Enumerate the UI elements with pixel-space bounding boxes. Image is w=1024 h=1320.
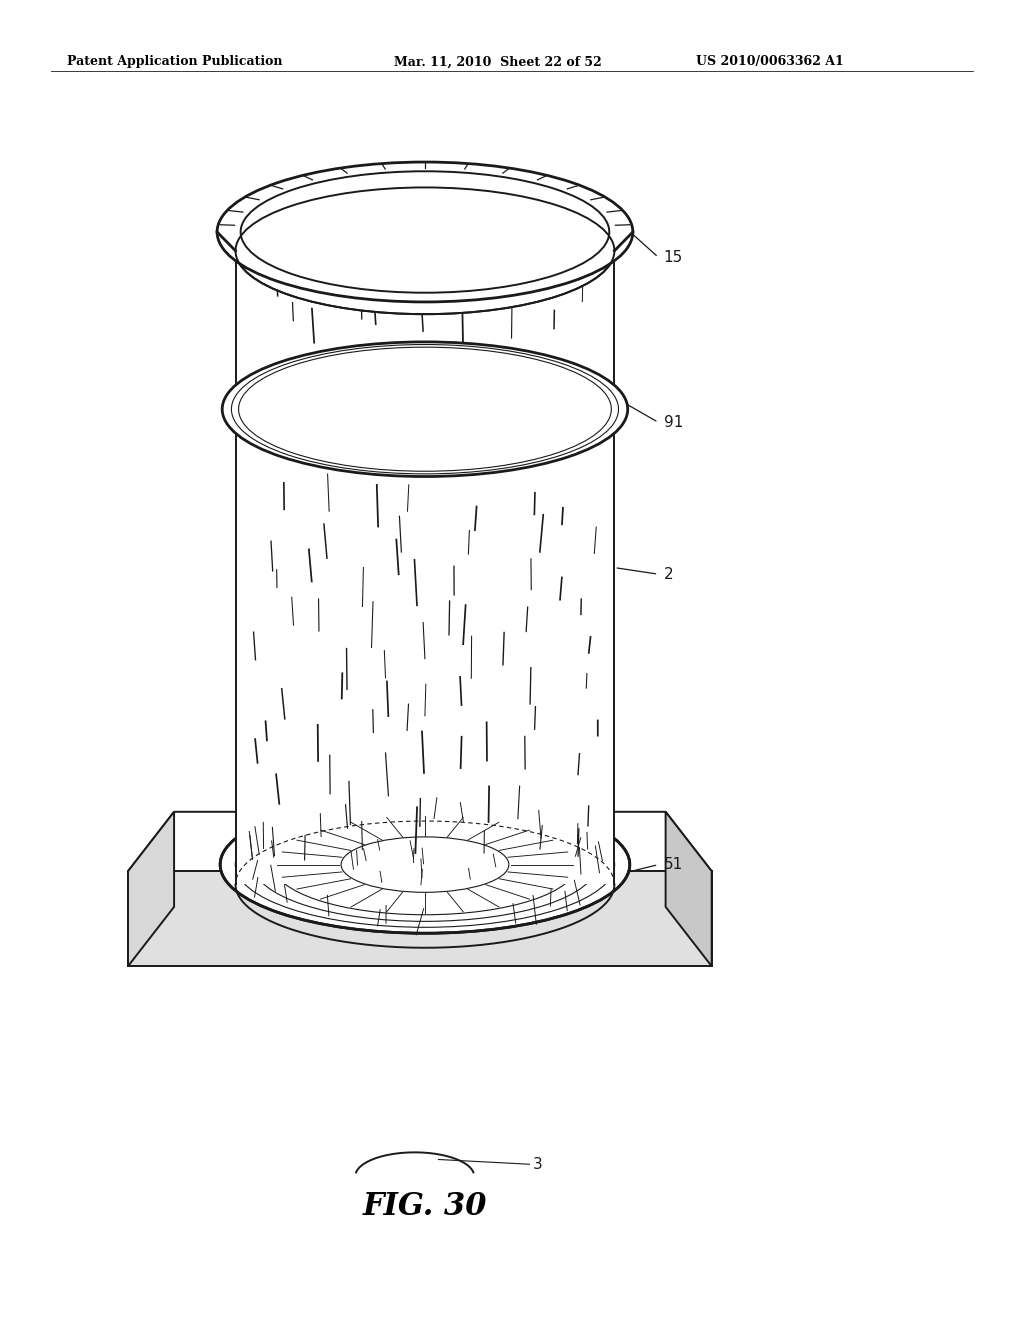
Text: Patent Application Publication: Patent Application Publication <box>67 55 282 69</box>
Text: 2: 2 <box>664 566 673 582</box>
Text: 15: 15 <box>664 249 683 265</box>
Ellipse shape <box>217 162 633 302</box>
Polygon shape <box>236 251 614 884</box>
Text: Mar. 11, 2010  Sheet 22 of 52: Mar. 11, 2010 Sheet 22 of 52 <box>394 55 602 69</box>
Polygon shape <box>128 871 712 966</box>
Ellipse shape <box>236 187 614 314</box>
Text: FIG. 30: FIG. 30 <box>362 1191 487 1222</box>
Polygon shape <box>128 812 712 871</box>
Text: 91: 91 <box>664 414 683 430</box>
Ellipse shape <box>341 837 509 892</box>
Text: US 2010/0063362 A1: US 2010/0063362 A1 <box>696 55 844 69</box>
Text: 3: 3 <box>532 1156 543 1172</box>
Ellipse shape <box>220 796 630 933</box>
Polygon shape <box>128 812 174 966</box>
Text: 51: 51 <box>664 857 683 873</box>
Polygon shape <box>666 812 712 966</box>
Ellipse shape <box>222 342 628 477</box>
